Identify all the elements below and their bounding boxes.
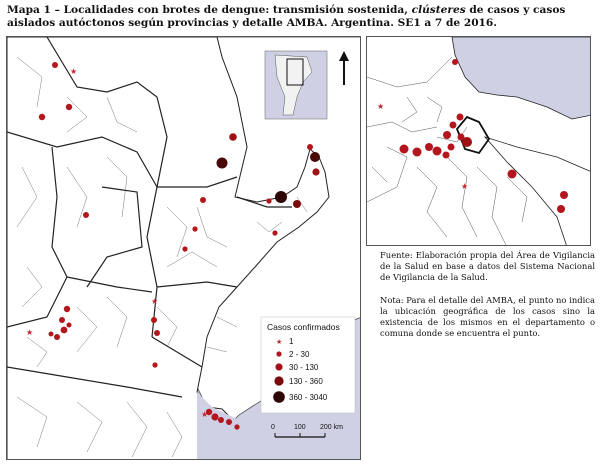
scale-label: 100 bbox=[294, 424, 306, 431]
legend-circle-icon bbox=[275, 363, 283, 371]
legend-label: 2 - 30 bbox=[289, 350, 310, 359]
inset-water-east bbox=[483, 136, 590, 245]
outbreak-dot bbox=[38, 113, 46, 121]
inset-water bbox=[451, 37, 590, 120]
isolated-case-star: ★ bbox=[151, 297, 158, 306]
outbreak-dot bbox=[63, 305, 71, 313]
outbreak-dot bbox=[310, 152, 320, 162]
legend-title: Casos confirmados bbox=[267, 322, 340, 332]
outbreak-dot bbox=[60, 326, 68, 334]
locator-map-icon bbox=[264, 50, 328, 120]
outbreak-dot bbox=[507, 169, 517, 179]
inset-department-borders bbox=[367, 56, 528, 245]
source-text: Fuente: Elaboración propia del Área de V… bbox=[380, 250, 595, 282]
outbreak-dot bbox=[557, 205, 565, 213]
amba-inset-map: ★ ★ bbox=[366, 36, 591, 246]
note-text: Nota: Para el detalle del AMBA, el punto… bbox=[380, 295, 595, 338]
outbreak-dot bbox=[152, 362, 158, 368]
amba-inset-canvas: ★ ★ bbox=[367, 37, 590, 245]
outbreak-dot bbox=[457, 133, 465, 141]
outbreak-dot bbox=[272, 230, 278, 236]
outbreak-dot bbox=[205, 408, 213, 416]
outbreak-dot bbox=[452, 59, 458, 65]
department-borders bbox=[16, 56, 308, 458]
river-plata bbox=[197, 392, 360, 459]
outbreak-dot bbox=[312, 168, 320, 176]
legend-label: 360 - 3040 bbox=[289, 393, 328, 402]
inset-outbreak-markers: ★ ★ bbox=[377, 59, 568, 213]
outbreak-dot bbox=[66, 322, 72, 328]
north-arrow-icon bbox=[339, 51, 349, 85]
legend-label: 130 - 360 bbox=[289, 377, 323, 386]
outbreak-dot bbox=[293, 200, 301, 208]
main-map-canvas: ★ ★ ★ ★ Casos confirmados ★ 1 2 - 30 30 … bbox=[7, 37, 360, 459]
caba-border bbox=[455, 115, 491, 155]
outbreak-dot bbox=[234, 424, 240, 430]
scale-label: 0 bbox=[271, 424, 275, 431]
outbreak-dot bbox=[443, 131, 451, 139]
outbreak-dot bbox=[154, 330, 160, 336]
outbreak-dot bbox=[83, 212, 89, 218]
legend-circle-icon bbox=[273, 391, 285, 403]
main-map: ★ ★ ★ ★ Casos confirmados ★ 1 2 - 30 30 … bbox=[6, 36, 361, 460]
outbreak-markers: ★ ★ ★ ★ bbox=[26, 62, 320, 430]
outbreak-dot bbox=[432, 146, 442, 156]
outbreak-dot bbox=[307, 144, 313, 150]
isolated-case-star: ★ bbox=[26, 328, 33, 337]
outbreak-dot bbox=[226, 419, 232, 425]
outbreak-dot bbox=[266, 198, 272, 204]
legend-label: 30 - 130 bbox=[289, 363, 319, 372]
outbreak-dot bbox=[456, 113, 464, 121]
argentina-land bbox=[7, 37, 330, 459]
outbreak-dot bbox=[200, 197, 206, 203]
isolated-case-star: ★ bbox=[201, 410, 208, 419]
isolated-case-star: ★ bbox=[377, 102, 384, 111]
outbreak-dot bbox=[218, 417, 224, 423]
legend-circle-icon bbox=[276, 351, 282, 357]
outbreak-dot bbox=[182, 246, 188, 252]
outbreak-dot bbox=[449, 121, 457, 129]
outbreak-dot bbox=[151, 317, 157, 323]
outbreak-dot bbox=[447, 143, 455, 151]
scale-label: 200 km bbox=[320, 424, 343, 431]
outbreak-dot bbox=[48, 331, 54, 337]
outbreak-dot bbox=[560, 191, 568, 199]
outbreak-dot bbox=[54, 334, 60, 340]
province-borders bbox=[7, 37, 292, 398]
legend-circle-icon bbox=[274, 376, 284, 386]
outbreak-dot bbox=[462, 137, 472, 147]
outbreak-dot bbox=[442, 151, 450, 159]
outbreak-dot bbox=[229, 133, 237, 141]
outbreak-dot bbox=[192, 226, 198, 232]
outbreak-dot bbox=[412, 147, 422, 157]
legend: Casos confirmados ★ 1 2 - 30 30 - 130 13… bbox=[260, 316, 356, 414]
outbreak-dot bbox=[65, 103, 73, 111]
scale-bar: 0 100 200 km bbox=[271, 424, 343, 438]
legend-star-icon: ★ bbox=[276, 338, 282, 346]
legend-label: 1 bbox=[289, 337, 294, 346]
outbreak-dot bbox=[52, 62, 58, 68]
outbreak-dot bbox=[275, 191, 287, 203]
isolated-case-star: ★ bbox=[461, 182, 468, 191]
map-title: Mapa 1 – Localidades con brotes de dengu… bbox=[7, 4, 566, 29]
outbreak-dot bbox=[59, 317, 65, 323]
outbreak-dot bbox=[216, 157, 228, 169]
outbreak-dot bbox=[211, 413, 219, 421]
outbreak-dot bbox=[425, 143, 433, 151]
isolated-case-star: ★ bbox=[70, 67, 77, 76]
outbreak-dot bbox=[399, 144, 409, 154]
